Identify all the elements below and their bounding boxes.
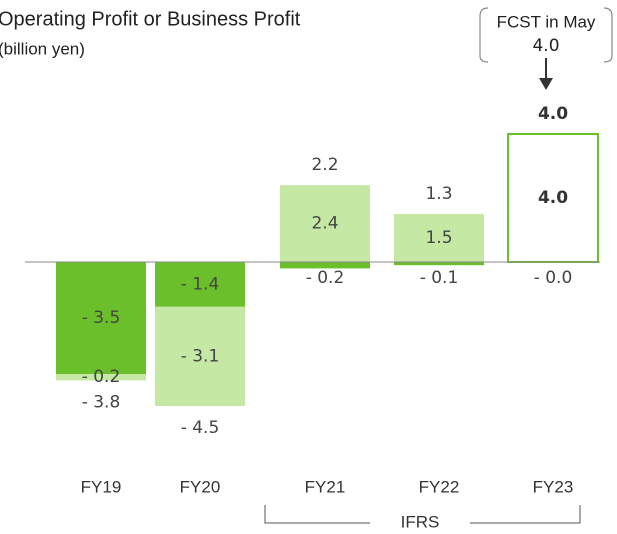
value-label: - 4.5 [181, 418, 220, 438]
bar-segment [56, 262, 146, 374]
value-label: - 1.4 [181, 274, 220, 294]
bar-segment [394, 214, 484, 262]
chart-subtitle: (billion yen) [0, 39, 85, 58]
bar-segment [155, 306, 245, 406]
forecast-box: FCST in May 4.0 [479, 7, 613, 90]
x-tick-label: FY21 [305, 477, 346, 496]
chart-title: Operating Profit or Business Profit [0, 8, 301, 30]
group-label: IFRS [401, 512, 440, 531]
x-tick-label: FY22 [419, 477, 460, 496]
bar-segment [155, 262, 245, 307]
value-label: - 0.1 [420, 268, 459, 288]
value-label: - 3.1 [181, 346, 220, 366]
bar-segment [56, 374, 146, 381]
value-label: - 0.2 [82, 367, 121, 387]
x-tick-label: FY20 [180, 477, 221, 496]
ifrs-bracket: IFRS [264, 505, 581, 531]
bar-segment [280, 262, 370, 269]
value-label: 4.0 [538, 104, 568, 124]
value-label: 4.0 [538, 188, 568, 208]
x-tick-label: FY23 [533, 477, 574, 496]
value-label: 1.5 [425, 228, 452, 248]
annotation-title: FCST in May [497, 12, 596, 31]
value-label: - 3.5 [82, 308, 121, 328]
bar-segment [280, 185, 370, 262]
x-tick-label: FY19 [81, 477, 122, 496]
value-label: 1.3 [425, 184, 452, 204]
value-label: - 0.2 [306, 268, 345, 288]
value-label: - 3.8 [82, 392, 121, 412]
value-label: - 0.0 [534, 268, 573, 288]
bar-segment [394, 262, 484, 266]
value-label: 2.2 [311, 155, 338, 175]
annotation-value: 4.0 [532, 36, 559, 56]
value-label: 2.4 [311, 214, 338, 234]
